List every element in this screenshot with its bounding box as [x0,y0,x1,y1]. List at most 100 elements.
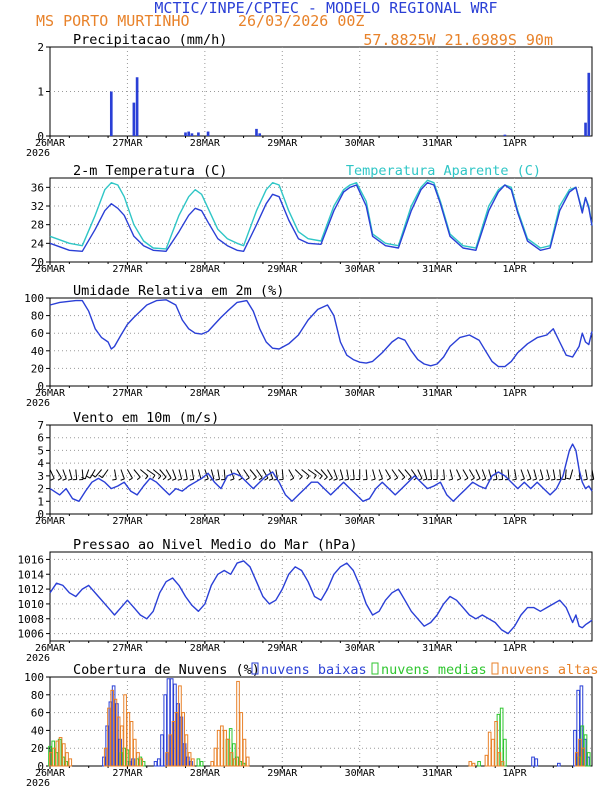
wind-barb [262,469,269,479]
wind-barb [268,469,274,480]
wind-barb [333,469,338,480]
wind-line-speed [49,443,593,502]
wind-barb-flag [456,478,461,481]
wind-xtick-label: 31MAR [422,516,453,527]
rh-xtick-label: 1APR [503,388,528,399]
clouds-bar-nuvens-altas [471,762,476,767]
rh-line-rh [49,299,593,368]
wind-ytick-label: 0 [37,508,44,521]
clouds-bar-nuvens-altas [49,752,53,767]
precip-xtick-label: 31MAR [422,138,453,149]
wind-ytick-label: 2 [37,483,44,496]
clouds-bar-nuvens-altas [132,738,137,767]
clouds-bar-nuvens-altas [191,758,195,767]
pres-xtick-label: 28MAR [190,643,221,654]
temp-xtick-label: 27MAR [112,264,143,275]
precip-bar [109,91,113,136]
wind-barb [101,469,109,478]
wind-barb-flag [57,477,62,481]
wind-barb-flag [338,478,344,481]
precip-xtick-label: 1APR [503,138,528,149]
header-run: 26/03/2026 00Z [238,12,364,30]
wind-barb [133,469,141,478]
clouds-bar-nuvens-altas [178,685,182,767]
wind-barb-flag [177,478,182,481]
wind-barb [314,469,323,477]
clouds-bar-nuvens-medias [586,752,591,767]
wind-barb-flag [62,478,67,481]
temp-line-temperatura-aparente-c- [49,179,593,250]
clouds-ytick-label: 60 [31,707,44,720]
precip-year-label: 2026 [26,148,50,159]
wind-barb [84,469,90,480]
precip-panel: 0 1 2 26MAR 27MAR 28MAR 29MAR 30MAR 31MAR 1APR 202… [26,32,593,159]
clouds-title: Cobertura de Nuvens (%) [73,662,260,678]
clouds-bar-nuvens-altas [187,752,192,767]
wind-barb-flag [476,478,481,481]
wind-barb-flag [371,478,376,481]
clouds-xtick-label: 1APR [503,768,528,779]
wind-barb-flag [120,478,125,481]
rh-ytick-label: 40 [31,345,44,358]
wind-xtick-label: 28MAR [190,516,221,527]
wind-barb-flag [189,478,194,481]
rh-xtick-label: 28MAR [190,388,221,399]
clouds-bar-nuvens-altas [210,761,215,767]
precip-xtick-label: 26MAR [35,138,66,149]
wind-ytick-label: 6 [37,432,44,445]
wind-barb [275,469,279,480]
precip-bar [187,131,191,136]
clouds-xtick-label: 27MAR [112,768,143,779]
precip-bar [587,72,591,136]
wind-barb [159,469,167,478]
wind-xtick-label: 29MAR [267,516,298,527]
wind-barb-flag [481,478,486,481]
wind-barb-flag [545,478,550,481]
clouds-xtick-label: 28MAR [190,768,221,779]
wind-barb-flag [306,475,310,480]
clouds-legend-swatch [491,662,499,675]
wind-barb [114,469,117,480]
temp-ytick-label: 36 [31,181,44,194]
precip-bar [132,102,136,136]
precip-title: Precipitacao (mm/h) [73,32,227,48]
wind-xtick-label: 26MAR [35,516,66,527]
temp-legend: Temperatura Aparente (C) [346,163,541,179]
pres-ytick-label: 1012 [18,583,45,596]
precip-bar [135,77,139,136]
wind-barb-flag [319,475,323,480]
clouds-bar-nuvens-altas [229,752,234,767]
pres-ytick-label: 1006 [18,628,45,641]
wind-barb-flag [328,477,333,481]
clouds-bar-nuvens-altas [213,747,218,767]
precip-xtick-label: 27MAR [112,138,143,149]
wind-barb-flag [407,476,412,481]
wind-barb [564,469,567,480]
wind-barb-flag [532,478,537,481]
wind-barb [68,469,73,480]
clouds-bar-nuvens-altas [107,707,111,767]
precip-xtick-label: 30MAR [345,138,376,149]
wind-xtick-label: 1APR [503,516,528,527]
pres-xtick-label: 29MAR [267,643,298,654]
wind-barb [294,469,303,477]
pres-xtick-label: 26MAR [35,643,66,654]
wind-barb-flag [145,475,149,480]
wind-barb-flag [448,478,453,481]
pres-frame [49,551,593,642]
wind-barb [301,469,310,477]
clouds-bar-nuvens-altas [236,680,240,767]
wind-barb [339,469,344,480]
clouds-xtick-label: 29MAR [267,768,298,779]
wind-barb [49,469,55,479]
wind-barb-flag [67,478,73,481]
clouds-bar-nuvens-altas [168,734,173,767]
wind-barb-flag [492,478,498,481]
wind-barb [410,469,418,478]
precip-bar [206,131,210,136]
wind-title: Vento em 10m (m/s) [73,410,219,426]
precip-bar [255,128,258,136]
clouds-bar-nuvens-medias [503,738,507,767]
wind-barb [352,469,355,480]
temp-ytick-label: 24 [31,237,45,250]
